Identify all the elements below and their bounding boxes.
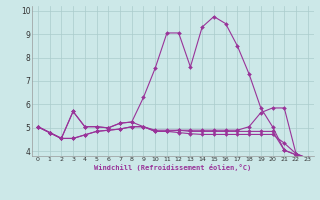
- X-axis label: Windchill (Refroidissement éolien,°C): Windchill (Refroidissement éolien,°C): [94, 164, 252, 171]
